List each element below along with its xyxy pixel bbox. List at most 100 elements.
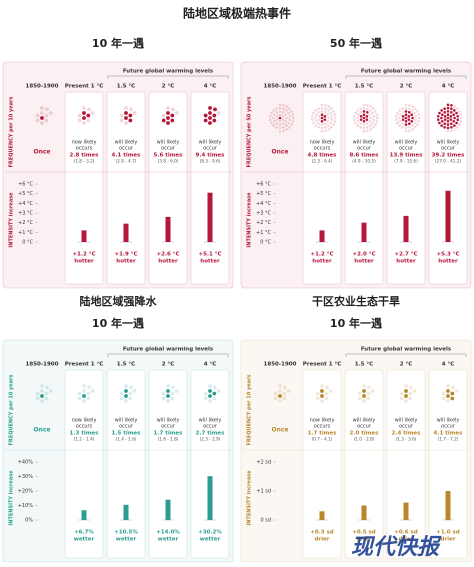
dot <box>77 118 82 123</box>
dot <box>398 109 401 112</box>
y-tick-label: 0% <box>25 518 33 524</box>
dot <box>278 384 282 388</box>
dot <box>270 111 273 115</box>
dot <box>77 113 82 118</box>
dot <box>404 394 408 398</box>
dot <box>443 115 447 118</box>
dot <box>416 110 419 113</box>
dot <box>278 129 282 133</box>
dot <box>446 384 450 388</box>
panel-title: 陆地区域强降水 <box>80 294 158 308</box>
dot <box>443 110 446 114</box>
dot <box>324 129 327 133</box>
dot <box>362 129 366 133</box>
dot <box>82 389 86 393</box>
panel: Future global warming levels 1850-1900 Pre… <box>2 61 234 289</box>
dot <box>408 110 411 114</box>
dot <box>82 399 86 403</box>
dot <box>275 126 278 129</box>
frequency-range: (27.0 - 41.2) <box>435 159 461 164</box>
intensity-label: +0.6 sd <box>394 530 418 536</box>
dot <box>446 129 450 133</box>
dot <box>450 126 453 129</box>
dot <box>124 399 128 403</box>
dot <box>212 396 217 401</box>
dot <box>320 384 324 388</box>
dot <box>317 122 320 126</box>
dot <box>404 384 408 388</box>
column-box <box>428 91 468 285</box>
frequency-range: (0.7 - 4.1) <box>312 437 333 442</box>
dot <box>129 385 133 390</box>
dot <box>456 107 459 110</box>
dot <box>366 107 369 110</box>
column-header: Present 1 °C <box>303 362 341 368</box>
dot-cluster <box>161 384 179 403</box>
occur-text: occur <box>161 424 176 430</box>
dot <box>166 121 170 125</box>
dot <box>86 391 91 396</box>
intensity-bar <box>445 190 451 242</box>
dot <box>314 116 317 120</box>
frequency-range: (8.3 - 9.6) <box>200 159 221 164</box>
intensity-suffix: hotter <box>396 259 416 265</box>
dot <box>453 109 456 112</box>
intensity-suffix: hotter <box>74 259 94 265</box>
occur-text: occur <box>399 146 414 152</box>
dot <box>455 121 458 125</box>
dot <box>362 106 366 110</box>
dot <box>456 114 460 118</box>
occur-text: now likely <box>310 140 335 146</box>
dot <box>416 123 419 126</box>
dot <box>333 116 337 120</box>
dot <box>119 391 124 396</box>
dot <box>170 113 175 118</box>
dot <box>398 124 401 127</box>
dot <box>40 106 44 110</box>
once-label: Once <box>272 427 289 434</box>
occur-text: occur <box>441 424 456 430</box>
dot <box>208 384 212 388</box>
dot <box>208 399 212 403</box>
intensity-label: +5.3 °C <box>436 252 459 258</box>
frequency-range: (1.4 - 1.6) <box>116 437 137 442</box>
dot <box>365 115 369 118</box>
dot <box>362 399 366 403</box>
intensity-bar <box>319 230 325 242</box>
dot <box>44 396 49 401</box>
dot <box>398 113 402 116</box>
dot <box>317 115 321 118</box>
dot <box>410 120 414 123</box>
dot <box>161 391 166 396</box>
dot <box>375 120 379 123</box>
dot <box>203 113 208 118</box>
once-label: Once <box>34 149 51 156</box>
occur-text: will likely <box>353 140 376 146</box>
dot <box>278 399 282 403</box>
dot <box>275 122 278 126</box>
dot <box>446 394 450 398</box>
dot <box>208 121 212 125</box>
dot <box>446 110 450 113</box>
dot <box>325 385 329 390</box>
dot <box>119 113 124 118</box>
dot <box>317 126 320 129</box>
dot <box>411 105 414 108</box>
dot <box>119 396 124 401</box>
dot <box>446 113 450 116</box>
dot <box>40 116 44 120</box>
dot <box>161 113 166 118</box>
intensity-bar <box>123 504 129 520</box>
dot <box>362 110 366 113</box>
dot <box>278 113 282 116</box>
dot <box>359 115 363 118</box>
dot <box>272 109 275 112</box>
dot <box>124 121 128 125</box>
dot <box>268 114 272 118</box>
dot <box>441 396 446 401</box>
intensity-bar <box>403 502 409 520</box>
dot <box>333 113 337 116</box>
panel: Future global warming levels 1850-1900 Pre… <box>240 339 472 563</box>
intensity-suffix: drier <box>399 537 414 543</box>
dot <box>86 396 91 401</box>
